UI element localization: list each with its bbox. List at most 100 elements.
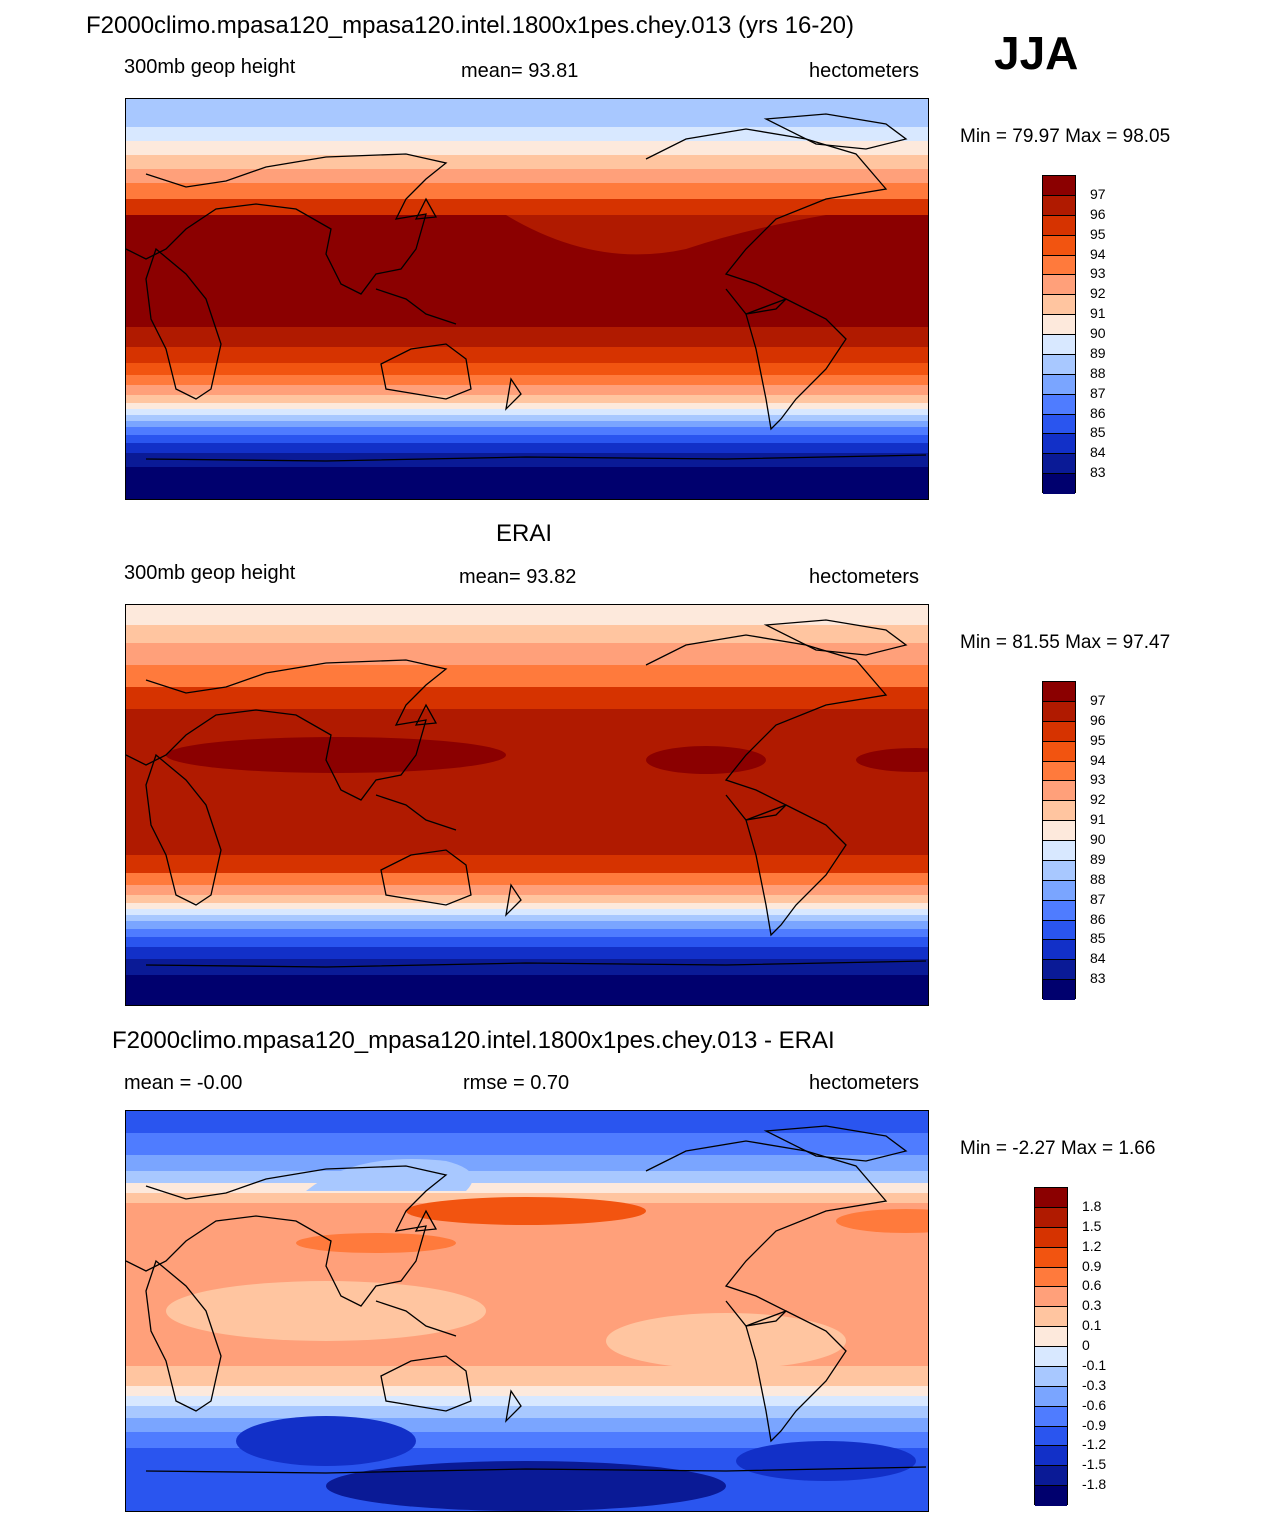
colorbar-cell	[1043, 315, 1075, 335]
colorbar-tick-label: 86	[1090, 404, 1106, 421]
colorbar-cell	[1035, 1347, 1067, 1367]
colorbar-cell	[1043, 761, 1075, 782]
colorbar-cell	[1043, 980, 1075, 1000]
colorbar-tick-label: 87	[1090, 384, 1106, 401]
colorbar-cell	[1043, 474, 1075, 494]
colorbar-cell	[1035, 1207, 1067, 1228]
panel-2-colorbar	[1042, 681, 1076, 1000]
colorbar-tick-label: 88	[1090, 364, 1106, 381]
colorbar-tick-label: 83	[1090, 970, 1106, 987]
colorbar-tick-label: 0	[1082, 1337, 1090, 1353]
colorbar-tick-label: 0.6	[1082, 1277, 1102, 1294]
panel-3-units-label: hectometers	[809, 1072, 920, 1094]
colorbar-tick-label: 94	[1090, 245, 1106, 262]
colorbar-tick-label: 1.2	[1082, 1237, 1102, 1254]
colorbar-tick-label: 83	[1090, 464, 1106, 481]
colorbar-tick-label: 96	[1090, 205, 1106, 222]
colorbar-tick-label: 92	[1090, 791, 1106, 808]
panel-3-title: F2000climo.mpasa120_mpasa120.intel.1800x…	[112, 1027, 835, 1054]
colorbar-cell	[1043, 682, 1075, 702]
colorbar-cell	[1043, 880, 1075, 901]
colorbar-cell	[1035, 1227, 1067, 1248]
colorbar-cell	[1043, 295, 1075, 316]
colorbar-tick-label: 85	[1090, 930, 1106, 947]
colorbar-cell	[1035, 1446, 1067, 1467]
colorbar-cell	[1043, 394, 1075, 415]
colorbar-cell	[1043, 374, 1075, 395]
panel-3-minmax: Min = -2.27 Max = 1.66	[960, 1138, 1156, 1159]
colorbar-cell	[1035, 1307, 1067, 1328]
colorbar-tick-label: 89	[1090, 344, 1106, 361]
colorbar-tick-label: 86	[1090, 910, 1106, 927]
colorbar-tick-label: 87	[1090, 890, 1106, 907]
colorbar-tick-label: 0.3	[1082, 1297, 1102, 1314]
panel-1-map	[125, 98, 929, 500]
colorbar-cell	[1043, 741, 1075, 762]
colorbar-tick-label: 1.8	[1082, 1197, 1102, 1214]
colorbar-cell	[1043, 701, 1075, 722]
colorbar-cell	[1043, 195, 1075, 216]
panel-1-minmax: Min = 79.97 Max = 98.05	[960, 126, 1171, 147]
colorbar-tick-label: -1.8	[1082, 1476, 1107, 1493]
panel-2-mean-label: mean= 93.82	[459, 566, 577, 588]
colorbar-cell	[1035, 1426, 1067, 1447]
colorbar-tick-label: 89	[1090, 850, 1106, 867]
colorbar-cell	[1035, 1406, 1067, 1427]
colorbar-cell	[1043, 354, 1075, 375]
panel-2-title: ERAI	[496, 520, 553, 547]
colorbar-tick-label: 88	[1090, 870, 1106, 887]
colorbar-cell	[1035, 1327, 1067, 1347]
panel-1-colorbar	[1042, 175, 1076, 494]
colorbar-tick-label: 96	[1090, 711, 1106, 728]
colorbar-tick-label: 0.9	[1082, 1257, 1102, 1274]
panel-2-units-label: hectometers	[809, 566, 920, 588]
colorbar-tick-label: 1.5	[1082, 1217, 1102, 1234]
colorbar-tick-label: 95	[1090, 225, 1106, 242]
colorbar-tick-label: 84	[1090, 950, 1106, 967]
panel-1-units-label: hectometers	[809, 60, 920, 82]
colorbar-tick-label: 90	[1090, 325, 1106, 341]
panel-2-variable-label: 300mb geop height	[124, 562, 296, 584]
colorbar-cell	[1043, 960, 1075, 981]
colorbar-cell	[1043, 414, 1075, 435]
colorbar-cell	[1035, 1486, 1067, 1506]
colorbar-tick-label: -0.3	[1082, 1376, 1107, 1393]
colorbar-tick-label: 95	[1090, 731, 1106, 748]
colorbar-cell	[1043, 721, 1075, 742]
season-label: JJA	[994, 27, 1079, 79]
colorbar-tick-label: 94	[1090, 751, 1106, 768]
colorbar-tick-label: -1.2	[1082, 1436, 1107, 1453]
colorbar-cell	[1043, 900, 1075, 921]
colorbar-cell	[1035, 1247, 1067, 1268]
panel-3-rmse-label: rmse = 0.70	[463, 1072, 570, 1094]
colorbar-tick-label: 97	[1090, 691, 1106, 708]
panel-2-map	[125, 604, 929, 1006]
colorbar-tick-label: 93	[1090, 265, 1106, 282]
colorbar-tick-label: 91	[1090, 305, 1106, 322]
colorbar-tick-label: 90	[1090, 831, 1106, 847]
panel-3-map	[125, 1110, 929, 1512]
colorbar-cell	[1043, 235, 1075, 256]
panel-3-mean-label: mean = -0.00	[124, 1072, 243, 1094]
colorbar-cell	[1043, 781, 1075, 802]
colorbar-cell	[1043, 940, 1075, 961]
colorbar-cell	[1043, 176, 1075, 196]
colorbar-tick-label: 85	[1090, 424, 1106, 441]
colorbar-tick-label: 0.1	[1082, 1317, 1102, 1334]
colorbar-cell	[1043, 434, 1075, 455]
colorbar-cell	[1035, 1188, 1067, 1208]
colorbar-tick-label: 92	[1090, 285, 1106, 302]
panel-3-colorbar	[1034, 1187, 1068, 1506]
colorbar-cell	[1043, 841, 1075, 861]
colorbar-cell	[1035, 1267, 1067, 1288]
colorbar-tick-label: -1.5	[1082, 1456, 1107, 1473]
colorbar-tick-label: 97	[1090, 185, 1106, 202]
colorbar-cell	[1043, 920, 1075, 941]
colorbar-cell	[1043, 454, 1075, 475]
colorbar-cell	[1035, 1366, 1067, 1387]
colorbar-cell	[1043, 821, 1075, 841]
colorbar-tick-label: 93	[1090, 771, 1106, 788]
colorbar-tick-label: -0.9	[1082, 1416, 1107, 1433]
panel-1-mean-label: mean= 93.81	[461, 60, 579, 82]
colorbar-tick-label: -0.1	[1082, 1356, 1107, 1373]
